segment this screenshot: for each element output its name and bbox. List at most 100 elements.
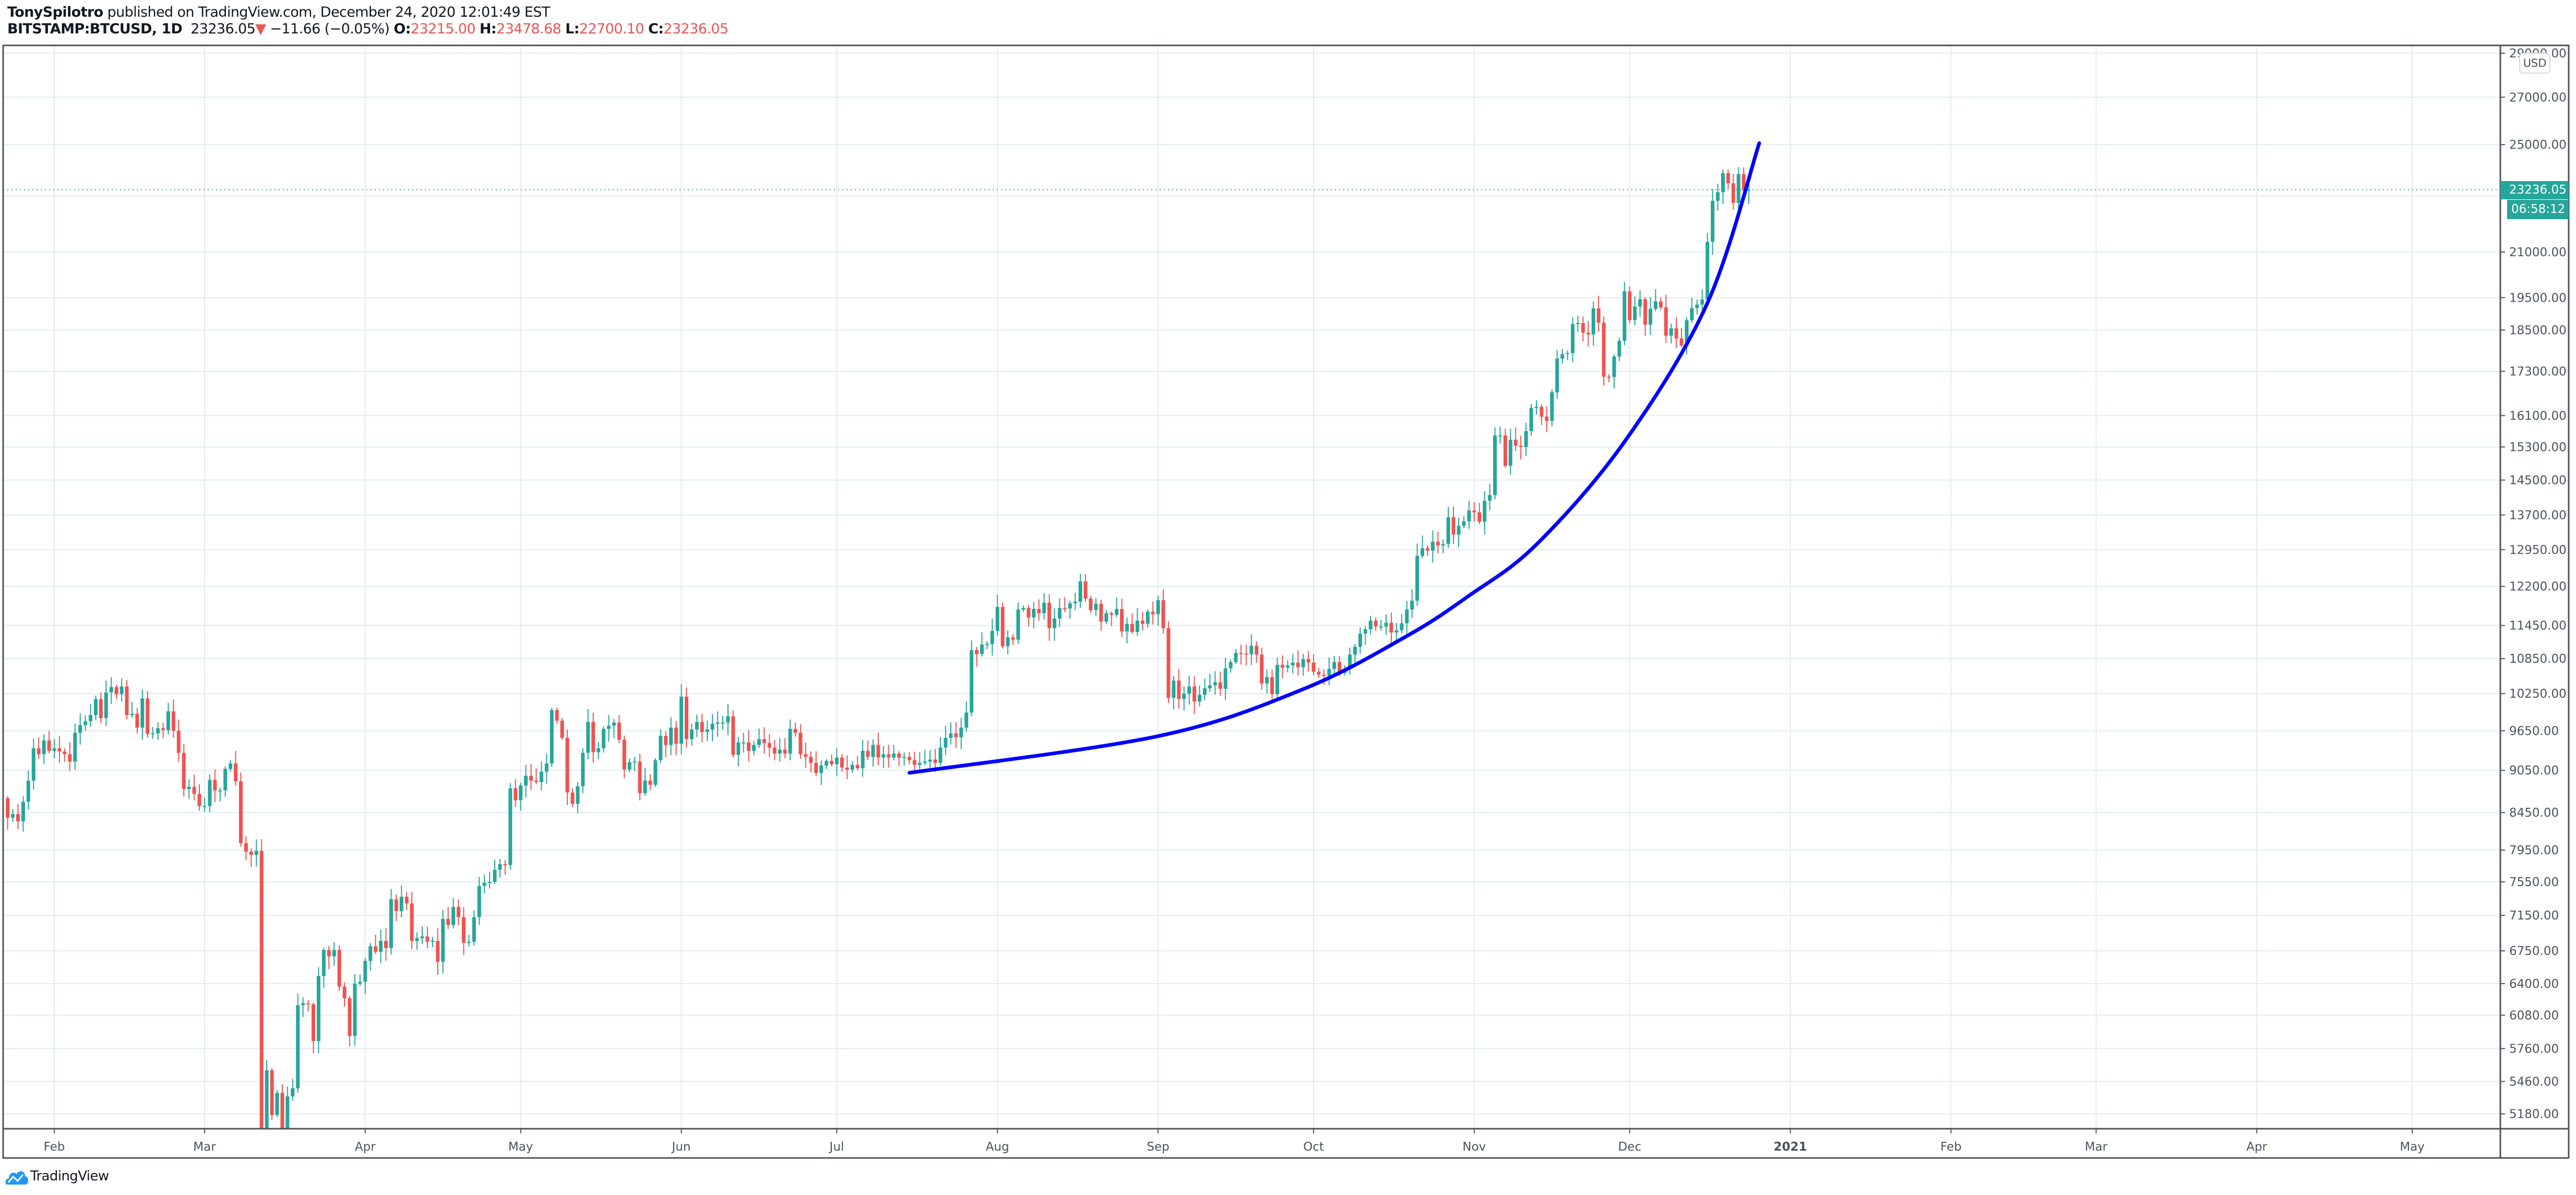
candle[interactable] [995, 594, 999, 636]
candle[interactable] [586, 709, 590, 760]
candle[interactable] [1498, 426, 1502, 444]
candle[interactable] [140, 689, 145, 740]
candle[interactable] [576, 782, 580, 814]
candle[interactable] [89, 704, 93, 727]
candle[interactable] [26, 770, 30, 810]
candle[interactable] [726, 703, 730, 736]
candle[interactable] [78, 713, 82, 745]
candle[interactable] [1576, 315, 1580, 332]
candle[interactable] [834, 748, 839, 776]
candle[interactable] [1529, 404, 1533, 436]
price-axis[interactable]: 29000.0027000.0025000.0021000.0019500.00… [2500, 47, 2567, 1121]
candle[interactable] [1120, 599, 1124, 637]
candle[interactable] [487, 871, 492, 889]
candle[interactable] [798, 724, 803, 759]
candle[interactable] [93, 695, 98, 721]
candle[interactable] [840, 754, 844, 772]
candle[interactable] [176, 719, 181, 762]
candle[interactable] [1648, 297, 1652, 336]
candle[interactable] [1560, 349, 1565, 364]
candle[interactable] [736, 736, 741, 767]
candle[interactable] [1519, 436, 1523, 460]
candle[interactable] [461, 906, 466, 955]
candle[interactable] [570, 788, 575, 807]
candle[interactable] [550, 708, 554, 767]
candle[interactable] [1674, 317, 1678, 349]
candle[interactable] [1301, 653, 1305, 676]
candle[interactable] [1000, 603, 1005, 649]
candle[interactable] [715, 711, 720, 737]
candle[interactable] [327, 946, 331, 970]
candle[interactable] [1430, 530, 1435, 563]
candle[interactable] [399, 885, 403, 918]
candle[interactable] [1202, 678, 1207, 701]
candle[interactable] [1063, 597, 1067, 613]
candle[interactable] [1239, 644, 1243, 665]
candle[interactable] [804, 742, 808, 768]
candle[interactable] [659, 729, 663, 763]
candle[interactable] [643, 768, 647, 796]
candle[interactable] [892, 745, 896, 761]
candle[interactable] [420, 926, 424, 944]
candle[interactable] [1581, 316, 1585, 342]
candle[interactable] [337, 945, 341, 991]
candle[interactable] [1172, 676, 1176, 710]
candle[interactable] [565, 729, 569, 805]
candle[interactable] [679, 684, 684, 755]
candle[interactable] [617, 715, 621, 743]
candle[interactable] [244, 836, 248, 861]
candle[interactable] [881, 746, 886, 768]
candle[interactable] [368, 943, 373, 971]
candle[interactable] [410, 892, 414, 949]
candle[interactable] [187, 779, 191, 799]
candle[interactable] [37, 737, 41, 759]
candle[interactable] [1006, 630, 1010, 654]
candle[interactable] [223, 766, 228, 797]
candle[interactable] [1628, 286, 1632, 324]
candle[interactable] [1379, 619, 1383, 631]
candle[interactable] [363, 958, 367, 994]
candle[interactable] [1736, 167, 1740, 216]
candle[interactable] [705, 720, 709, 741]
candle[interactable] [1596, 295, 1601, 332]
candle[interactable] [472, 910, 476, 946]
candle[interactable] [1032, 602, 1036, 629]
candle[interactable] [695, 714, 699, 737]
candle[interactable] [1513, 427, 1518, 451]
candle[interactable] [482, 875, 486, 894]
candle[interactable] [1493, 427, 1497, 499]
candle[interactable] [622, 735, 626, 779]
candle[interactable] [742, 733, 746, 752]
candle[interactable] [772, 739, 777, 761]
candle[interactable] [146, 691, 150, 738]
candle[interactable] [84, 715, 88, 731]
candle[interactable] [1083, 574, 1088, 602]
candle[interactable] [700, 713, 704, 742]
candle[interactable] [1099, 600, 1103, 631]
candle[interactable] [514, 779, 518, 807]
candle[interactable] [151, 727, 155, 739]
candle[interactable] [259, 839, 264, 1165]
candle[interactable] [1156, 595, 1160, 626]
candle[interactable] [653, 758, 658, 787]
candle[interactable] [1612, 354, 1616, 389]
candle[interactable] [192, 774, 196, 800]
candle[interactable] [1011, 634, 1015, 646]
candle[interactable] [467, 935, 471, 947]
candle[interactable] [964, 701, 969, 732]
candle[interactable] [1068, 601, 1072, 619]
candle[interactable] [1296, 650, 1300, 676]
candle[interactable] [689, 724, 694, 746]
candle[interactable] [1223, 658, 1227, 700]
candle[interactable] [1726, 169, 1730, 189]
candle[interactable] [850, 761, 854, 773]
candle[interactable] [1089, 596, 1093, 613]
candle[interactable] [1285, 660, 1290, 673]
candle[interactable] [1275, 658, 1279, 699]
candle[interactable] [1389, 613, 1393, 643]
candle[interactable] [312, 1002, 315, 1054]
candle[interactable] [1545, 406, 1549, 433]
candle[interactable] [581, 748, 585, 793]
candle[interactable] [912, 751, 916, 774]
